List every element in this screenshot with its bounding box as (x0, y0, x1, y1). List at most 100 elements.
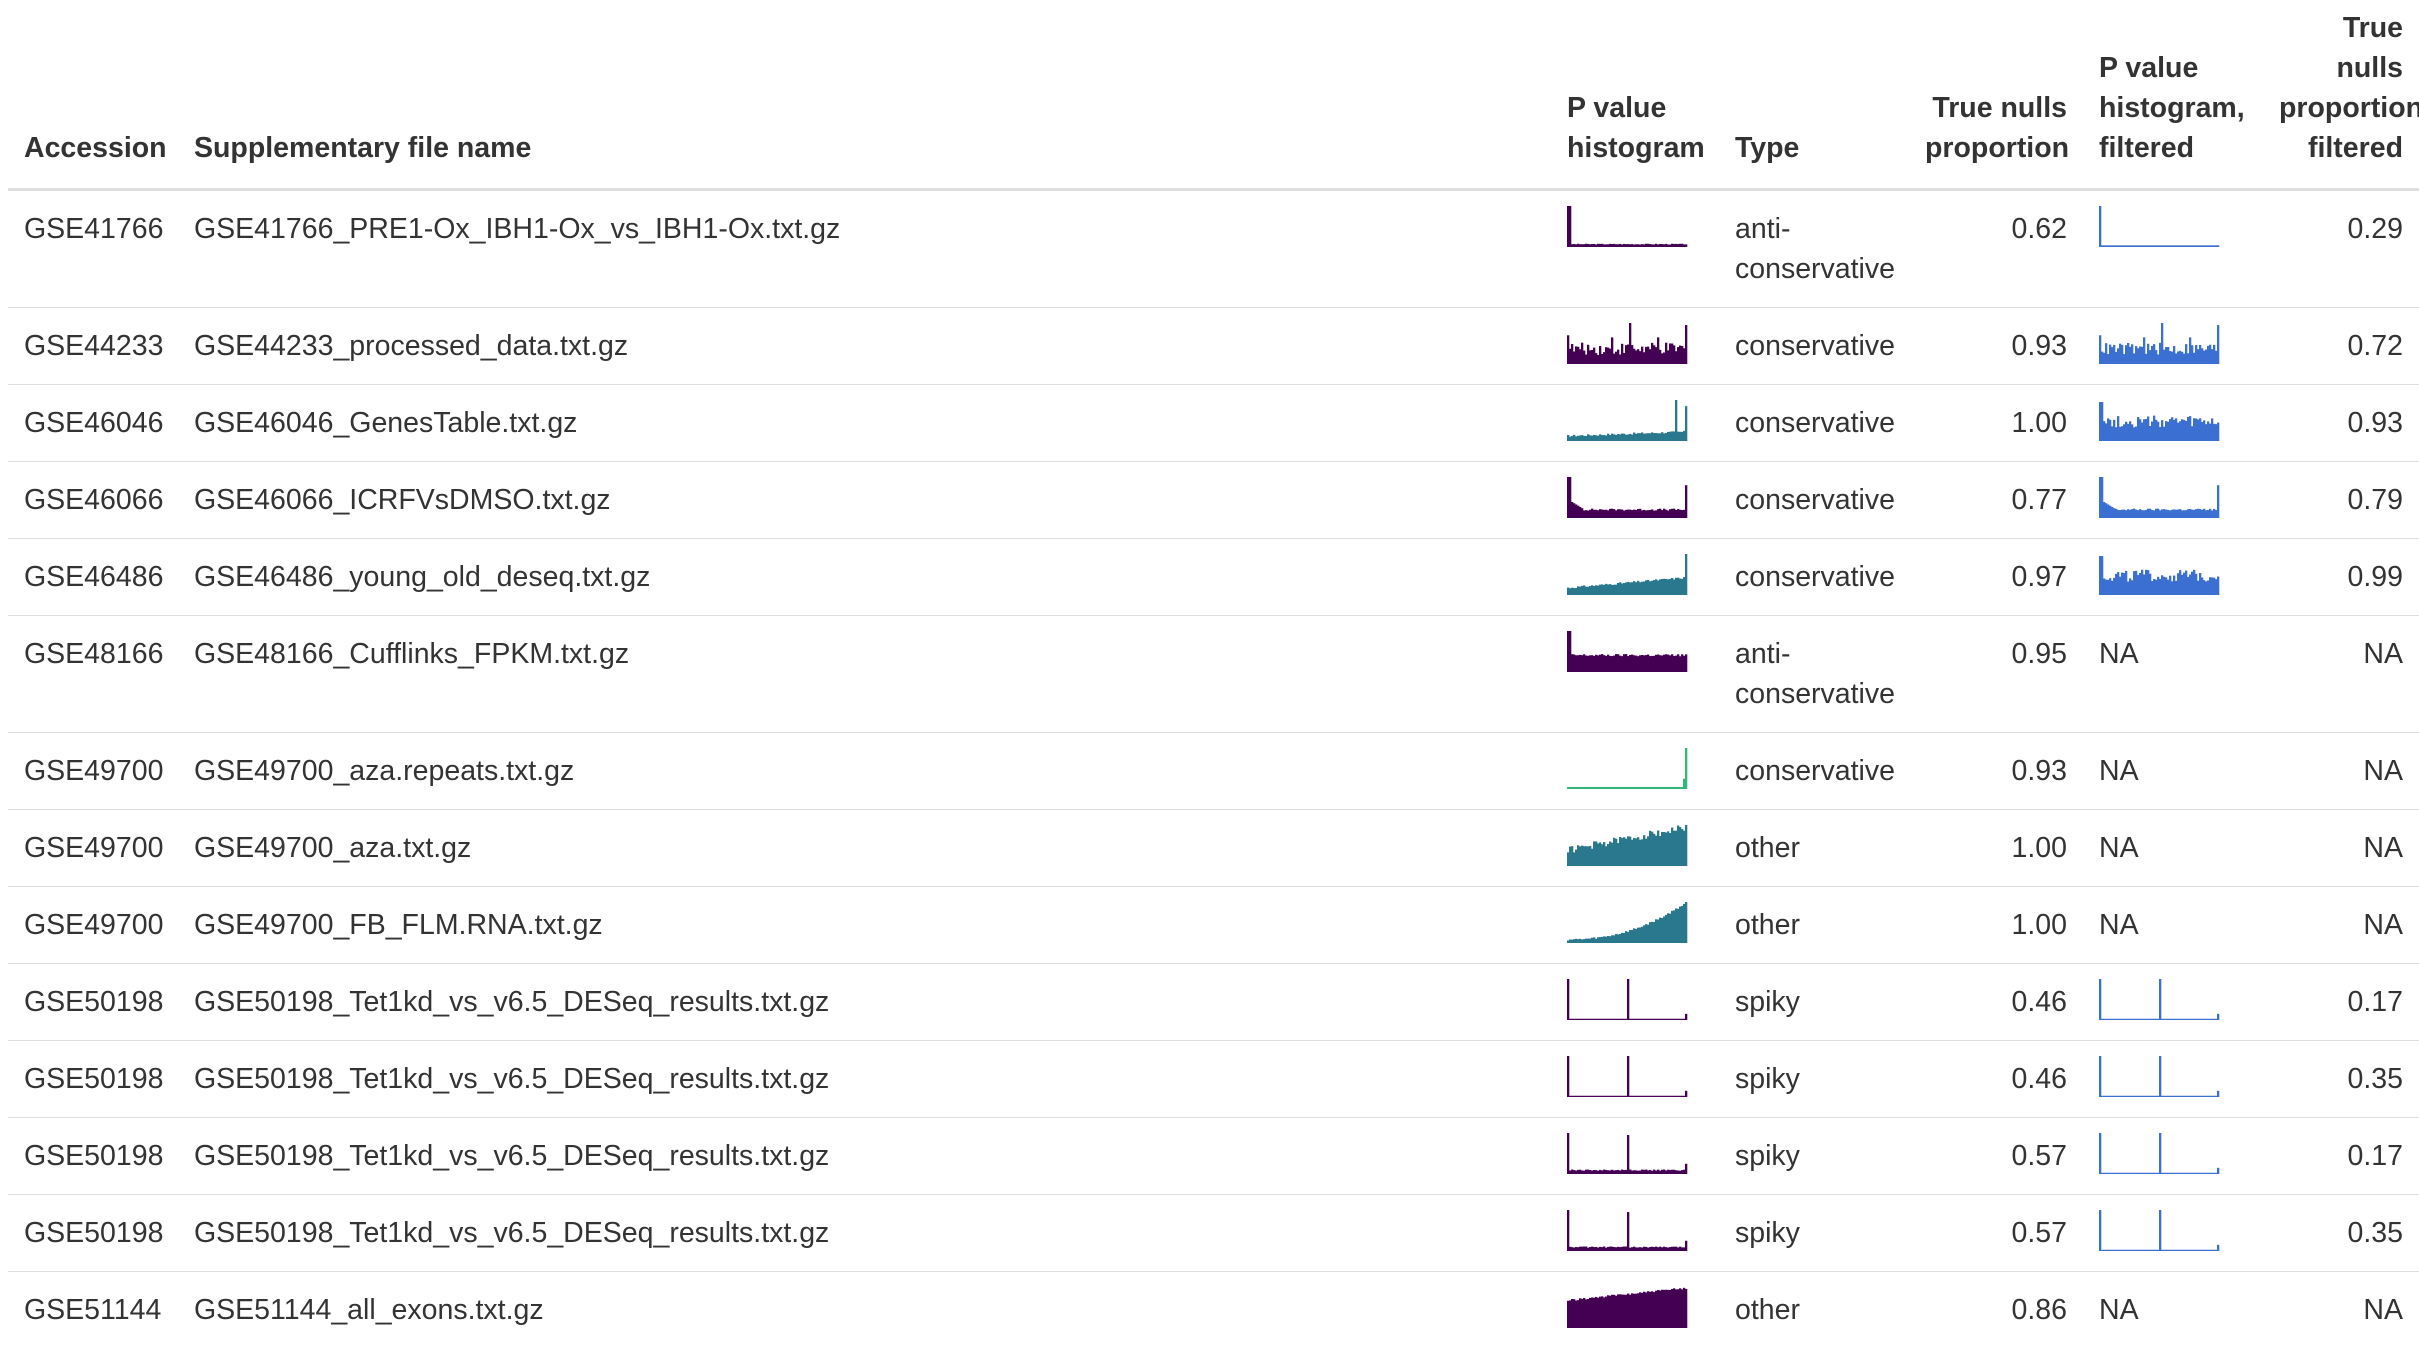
histogram-bar (2197, 245, 2199, 247)
histogram-bar (1659, 1247, 1661, 1251)
histogram-bar (1685, 554, 1687, 595)
histogram-bar (1619, 1247, 1621, 1251)
histogram-bar (1637, 1096, 1639, 1097)
histogram-bar (2099, 556, 2101, 595)
histogram-bar (1571, 1096, 1573, 1097)
histogram-bar (1657, 244, 1659, 247)
p-value-histogram-filtered-cell: NA (2083, 616, 2263, 733)
histogram-bar (1683, 244, 1685, 247)
histogram-bar (1627, 1135, 1629, 1174)
p-value-histogram-filtered (2099, 322, 2219, 364)
true-nulls-cell: 1.00 (1909, 887, 2083, 964)
header-accession[interactable]: Accession (8, 0, 178, 190)
header-true-nulls-filtered[interactable]: True nulls proportion, filtered (2263, 0, 2419, 190)
accession-cell[interactable]: GSE49700 (8, 810, 178, 887)
histogram-bar (1663, 433, 1665, 441)
histogram-bar (1607, 510, 1609, 518)
histogram-bar (2199, 509, 2201, 518)
histogram-bar (2109, 506, 2111, 518)
histogram-bar (2163, 509, 2165, 518)
histogram-bar (2169, 510, 2171, 518)
histogram-bar (2143, 575, 2145, 596)
histogram-bar (1611, 1019, 1613, 1020)
histogram-bar (1601, 354, 1603, 364)
accession-cell[interactable]: GSE41766 (8, 190, 178, 308)
accession-cell[interactable]: GSE49700 (8, 887, 178, 964)
histogram-bar (2129, 1250, 2131, 1251)
histogram-bar (1597, 436, 1599, 441)
header-type[interactable]: Type (1719, 0, 1909, 190)
histogram-bar (2137, 1019, 2139, 1020)
header-p-value-histogram[interactable]: P value histogram (1551, 0, 1719, 190)
accession-cell[interactable]: GSE50198 (8, 964, 178, 1041)
accession-cell[interactable]: GSE46066 (8, 462, 178, 539)
histogram-bar (2153, 1096, 2155, 1097)
histogram-bar (1607, 1170, 1609, 1174)
histogram-bar (1665, 343, 1667, 364)
histogram-bar (1613, 787, 1615, 789)
histogram-bar (1627, 434, 1629, 441)
histogram-bar (1661, 832, 1663, 866)
histogram-bar (1653, 656, 1655, 672)
p-value-histogram-cell (1551, 887, 1719, 964)
histogram-bar (2113, 1096, 2115, 1097)
histogram-bar (2101, 1019, 2103, 1020)
histogram-bar (2153, 510, 2155, 518)
histogram-bar (1623, 511, 1625, 518)
histogram-bar (1573, 939, 1575, 943)
histogram-bar (1579, 655, 1581, 672)
accession-cell[interactable]: GSE46046 (8, 385, 178, 462)
histogram-bar (2137, 348, 2139, 364)
histogram-bar (1629, 323, 1631, 364)
histogram-bar (1661, 1247, 1663, 1251)
accession-cell[interactable]: GSE46486 (8, 539, 178, 616)
accession-cell[interactable]: GSE50198 (8, 1041, 178, 1118)
accession-cell[interactable]: GSE44233 (8, 308, 178, 385)
header-p-value-histogram-filtered[interactable]: P value histogram, filtered (2083, 0, 2263, 190)
histogram-bar (1593, 1019, 1595, 1020)
histogram-bar (2181, 510, 2183, 518)
histogram-bar (2143, 510, 2145, 518)
histogram-bar (1573, 503, 1575, 518)
histogram-bar (1637, 349, 1639, 364)
histogram-bar (1573, 655, 1575, 672)
accession-cell[interactable]: GSE48166 (8, 616, 178, 733)
histogram-bar (2173, 346, 2175, 364)
histogram-bar (1637, 1247, 1639, 1251)
header-file-name[interactable]: Supplementary file name (178, 0, 1551, 190)
histogram-bar (1631, 787, 1633, 789)
histogram-bar (2215, 579, 2217, 595)
p-value-histogram-filtered-cell: NA (2083, 810, 2263, 887)
histogram-bar (2203, 1250, 2205, 1251)
histogram-bar (1615, 654, 1617, 672)
header-true-nulls[interactable]: True nulls proportion (1909, 0, 2083, 190)
histogram-bar (1649, 831, 1651, 866)
histogram-bar (2191, 1173, 2193, 1174)
accession-cell[interactable]: GSE51144 (8, 1272, 178, 1348)
true-nulls-cell: 0.62 (1909, 190, 2083, 308)
histogram-bar (1597, 1096, 1599, 1097)
histogram-bar (1675, 1096, 1677, 1097)
histogram-bar (1615, 510, 1617, 518)
histogram-bar (1645, 1019, 1647, 1020)
histogram-bar (2115, 352, 2117, 364)
histogram-bar (2203, 509, 2205, 518)
histogram-bar (2133, 353, 2135, 364)
histogram-bar (1597, 1171, 1599, 1174)
accession-cell[interactable]: GSE49700 (8, 733, 178, 810)
histogram-bar (1569, 206, 1571, 247)
histogram-bar (2109, 1019, 2111, 1020)
histogram-bar (1609, 349, 1611, 364)
histogram-bar (2191, 510, 2193, 518)
histogram-bar (2209, 345, 2211, 364)
histogram-bar (1655, 787, 1657, 789)
histogram-bar (2111, 347, 2113, 364)
accession-cell[interactable]: GSE50198 (8, 1118, 178, 1195)
histogram-bar (1669, 432, 1671, 441)
histogram-bar (1615, 1019, 1617, 1020)
histogram-bar (1595, 435, 1597, 441)
histogram-bar (2123, 354, 2125, 364)
